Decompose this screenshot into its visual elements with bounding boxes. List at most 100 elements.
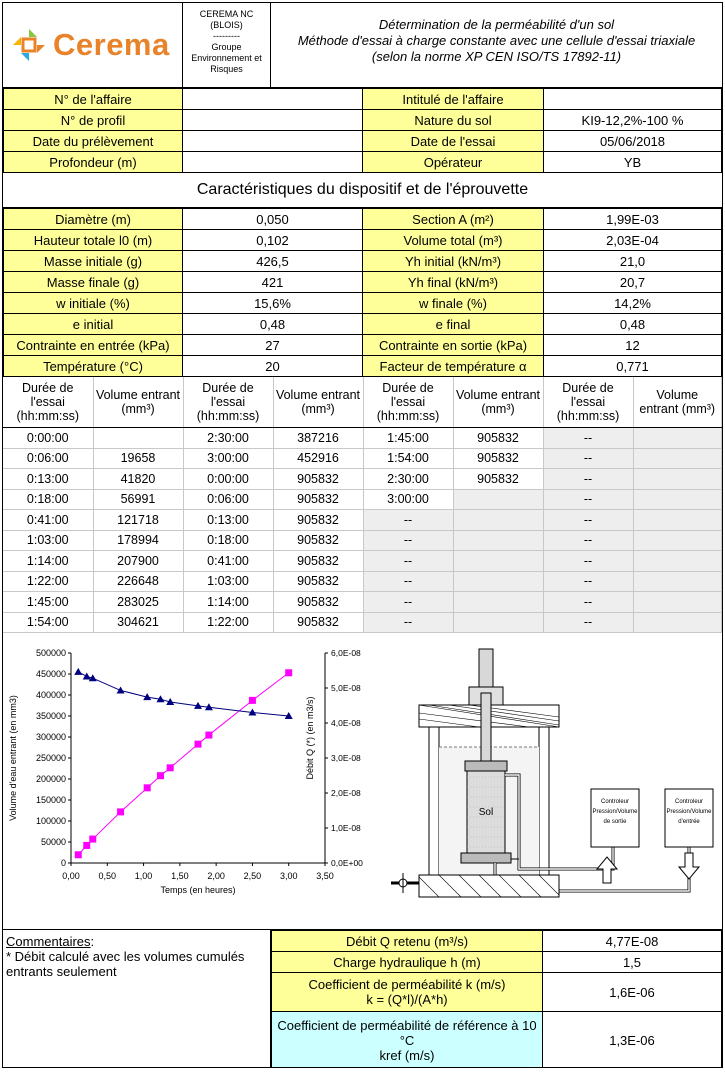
- info-label: Opérateur: [362, 151, 544, 173]
- y-tick-label-right: 2,0E-08: [331, 788, 361, 798]
- volume-cell: [453, 489, 544, 510]
- cerema-logo-icon: [13, 29, 45, 61]
- duration-cell: 0:41:00: [183, 550, 274, 572]
- table-row: 0:13:00 41820 0:00:00 905832 2:30:00 905832 --: [3, 468, 722, 490]
- characteristic-value: 2,03E-04: [543, 229, 722, 251]
- y-tick-label-left: 150000: [36, 795, 66, 805]
- inlet-controller-label: Controleur: [675, 799, 703, 805]
- table-row: 0:41:00 121718 0:13:00 905832 -- --: [3, 509, 722, 531]
- data-point-volume: [248, 696, 256, 704]
- characteristic-label: Masse initiale (g): [3, 250, 183, 272]
- y-tick-label-left: 400000: [36, 690, 66, 700]
- data-point-volume: [285, 669, 293, 677]
- characteristic-value: 14,2%: [543, 292, 722, 314]
- volume-cell: 207900: [93, 550, 184, 572]
- duration-cell: --: [543, 530, 634, 551]
- volume-cell: 283025: [93, 591, 184, 613]
- duration-cell: 2:30:00: [363, 468, 454, 490]
- characteristic-value: 15,6%: [182, 292, 363, 314]
- data-point-flow: [116, 686, 125, 694]
- volume-cell: [633, 591, 722, 613]
- volume-cell: 121718: [93, 509, 184, 531]
- result-label: Charge hydraulique h (m): [271, 951, 543, 973]
- data-point-volume: [156, 772, 164, 780]
- characteristic-label: w initiale (%): [3, 292, 183, 314]
- characteristic-value: 12: [543, 334, 722, 356]
- title-line: (selon la norme XP CEN ISO/TS 17892-11): [371, 49, 622, 64]
- outlet-controller-label: Controleur: [601, 799, 629, 805]
- info-label: Profondeur (m): [3, 151, 183, 173]
- data-point-flow: [88, 674, 97, 682]
- y-tick-label-right: 0,0E+00: [331, 858, 363, 868]
- table-row: 1:14:00 207900 0:41:00 905832 -- --: [3, 550, 722, 572]
- results-area: Commentaires: * Débit calculé avec les v…: [3, 930, 722, 1067]
- data-point-flow: [156, 695, 165, 703]
- characteristic-label: Facteur de température α: [362, 355, 544, 377]
- result-label-line: Coefficient de perméabilité k (m/s): [308, 977, 506, 992]
- x-tick-label: 3,50: [316, 871, 334, 881]
- characteristic-label: w finale (%): [362, 292, 544, 314]
- y-tick-label-left: 350000: [36, 711, 66, 721]
- characteristic-value: 20: [182, 355, 363, 377]
- result-row: Coefficient de perméabilité k (m/s) k = …: [271, 972, 722, 1012]
- characteristic-value: 0,771: [543, 355, 722, 377]
- table-row: 1:03:00 178994 0:18:00 905832 -- --: [3, 530, 722, 551]
- volume-cell: [633, 427, 722, 449]
- result-label-line: kref (m/s): [379, 1047, 435, 1063]
- title-line: Détermination de la perméabilité d'un so…: [378, 17, 615, 32]
- characteristic-label: Diamètre (m): [3, 208, 183, 230]
- x-axis-label: Temps (en heures): [160, 885, 235, 895]
- volume-cell: [633, 550, 722, 572]
- characteristic-value: 421: [182, 271, 363, 293]
- info-value: [543, 88, 722, 110]
- column-header: Volume entrant (mm³): [453, 377, 544, 428]
- characteristic-label: Masse finale (g): [3, 271, 183, 293]
- volume-cell: [633, 509, 722, 531]
- time-table-header: Durée de l'essai (hh:mm:ss) Volume entran…: [3, 377, 722, 428]
- info-value: 05/06/2018: [543, 130, 722, 152]
- duration-cell: 0:00:00: [3, 427, 94, 449]
- duration-cell: --: [543, 550, 634, 572]
- table-row: 1:54:00 304621 1:22:00 905832 -- --: [3, 612, 722, 633]
- result-label: Coefficient de perméabilité de référence…: [271, 1011, 543, 1067]
- title-line: Méthode d'essai à charge constante avec …: [297, 33, 696, 48]
- org-line: Risques: [210, 64, 243, 74]
- figures-area: 0 50000 100000 150000 200000 250000 300000 3500…: [3, 633, 722, 930]
- result-label: Débit Q retenu (m³/s): [271, 930, 543, 952]
- info-label: N° de profil: [3, 109, 183, 131]
- time-volume-table: Durée de l'essai (hh:mm:ss) Volume entran…: [3, 377, 722, 633]
- characteristics-table: Diamètre (m) 0,050 Section A (m²) 1,99E-03 H…: [3, 208, 722, 377]
- duration-cell: 1:22:00: [183, 612, 274, 633]
- duration-cell: --: [543, 571, 634, 592]
- characteristic-value: 0,050: [182, 208, 363, 230]
- characteristic-row: w initiale (%) 15,6% w finale (%) 14,2%: [3, 292, 722, 314]
- volume-cell: 19658: [93, 448, 184, 469]
- characteristic-row: Masse finale (g) 421 Yh final (kN/m³) 20,7: [3, 271, 722, 293]
- duration-cell: 1:54:00: [3, 612, 94, 633]
- info-row: Date du prélèvement Date de l'essai 05/0…: [3, 130, 722, 152]
- table-row: 0:00:00 2:30:00 387216 1:45:00 905832 --: [3, 427, 722, 449]
- triaxial-cell-diagram: Sol Controleur Pression/Volume de sortie…: [391, 648, 714, 898]
- y-tick-label-left: 0: [61, 858, 66, 868]
- volume-cell: [453, 530, 544, 551]
- comments-colon: :: [90, 934, 95, 949]
- y-tick-label-right: 1,0E-08: [331, 823, 361, 833]
- results-block: Débit Q retenu (m³/s) 4,77E-08 Charge hy…: [271, 930, 722, 1067]
- data-point-volume: [194, 740, 202, 748]
- result-value: 4,77E-08: [542, 930, 722, 952]
- permeability-chart: 0 50000 100000 150000 200000 250000 300000 3500…: [8, 648, 363, 895]
- info-value: [182, 130, 363, 152]
- info-label: Date du prélèvement: [3, 130, 183, 152]
- characteristic-label: Yh initial (kN/m³): [362, 250, 544, 272]
- arrow-up-icon: [595, 856, 619, 884]
- x-tick-label: 0,50: [99, 871, 117, 881]
- characteristic-value: 1,99E-03: [543, 208, 722, 230]
- characteristic-value: 0,48: [543, 313, 722, 335]
- organisation-block: CEREMA NC (BLOIS) --------- Groupe Envir…: [183, 3, 271, 87]
- characteristic-label: Contrainte en entrée (kPa): [3, 334, 183, 356]
- report-title: Détermination de la perméabilité d'un so…: [271, 3, 722, 87]
- duration-cell: --: [543, 489, 634, 510]
- volume-cell: [453, 509, 544, 531]
- x-tick-label: 2,50: [244, 871, 262, 881]
- volume-cell: [453, 612, 544, 633]
